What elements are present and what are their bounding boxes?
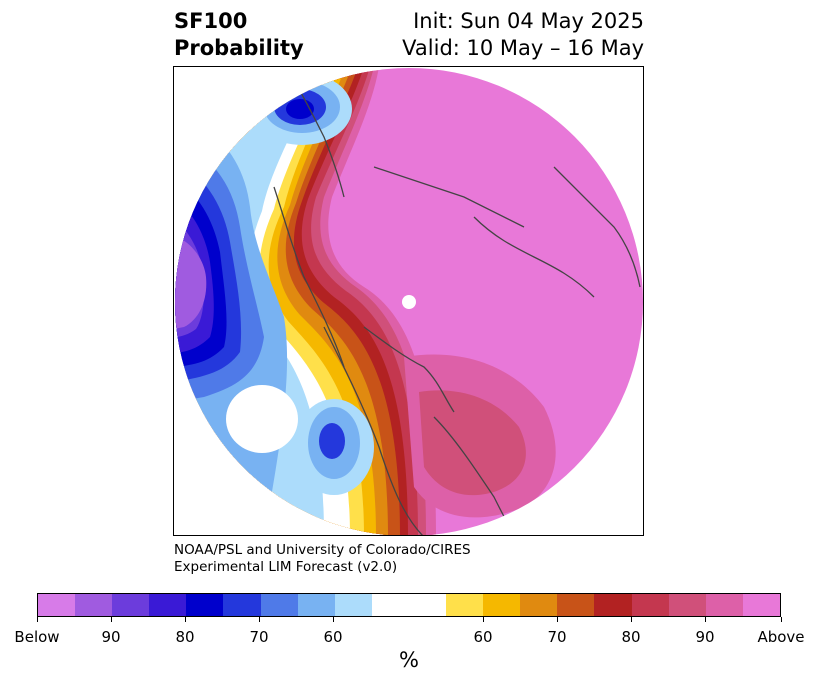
colorbar-segment — [446, 594, 484, 616]
colorbar-segment — [297, 594, 335, 616]
coastline-siberia — [373, 166, 525, 228]
colorbar-tick-label: Above — [757, 628, 805, 646]
colorbar-segment — [557, 594, 595, 616]
coastline-africa-north — [553, 166, 641, 288]
colorbar-segment — [742, 594, 780, 616]
pole-marker — [402, 295, 416, 309]
colorbar-tick-mark — [111, 617, 112, 622]
colorbar-segment — [149, 594, 187, 616]
credit-line2: Experimental LIM Forecast (v2.0) — [174, 559, 398, 575]
field-neutral-pocket — [226, 385, 298, 453]
forecast-map — [173, 66, 644, 536]
colorbar-segment — [668, 594, 706, 616]
colorbar-segment — [334, 594, 372, 616]
field-above-85-atlantic — [419, 390, 526, 496]
colorbar-tick-label: 90 — [695, 628, 715, 646]
colorbar-segment — [594, 594, 632, 616]
coastline-pacific — [273, 186, 345, 368]
colorbar-segment — [520, 594, 558, 616]
colorbar-tick-mark — [37, 617, 38, 622]
colorbar-tick-label: 80 — [175, 628, 195, 646]
title-variable: SF100 — [174, 9, 248, 33]
colorbar-segment — [38, 594, 76, 616]
colorbar-tick-mark — [333, 617, 334, 622]
title-type: Probability — [174, 36, 304, 60]
coastline-americas-west — [323, 326, 425, 535]
valid-range: Valid: 10 May – 16 May — [402, 36, 644, 60]
colorbar-segment — [483, 594, 521, 616]
colorbar-tick-label: 60 — [323, 628, 343, 646]
colorbar-segment — [631, 594, 669, 616]
colorbar-segment — [223, 594, 261, 616]
colorbar-tick-mark — [631, 617, 632, 622]
colorbar-tick-mark — [185, 617, 186, 622]
colorbar-tick-label: 90 — [101, 628, 121, 646]
colorbar-tick-mark — [557, 617, 558, 622]
coastline-arctic-canada — [363, 326, 455, 413]
colorbar-segment — [705, 594, 743, 616]
colorbar — [37, 593, 781, 617]
forecast-dates: Init: Sun 04 May 2025 Valid: 10 May – 16… — [402, 8, 644, 62]
coastline-europe — [473, 216, 595, 298]
coastlines — [273, 76, 641, 535]
colorbar-tick-label: 80 — [621, 628, 641, 646]
colorbar-unit-label: % — [399, 648, 419, 672]
map-svg — [175, 68, 643, 535]
field-below-70-west — [319, 423, 345, 459]
colorbar-segment — [260, 594, 298, 616]
init-date: Init: Sun 04 May 2025 — [413, 9, 644, 33]
colorbar-segment — [186, 594, 224, 616]
colorbar-tick-label: 70 — [249, 628, 269, 646]
colorbar-segment — [75, 594, 113, 616]
colorbar-tick-mark — [781, 617, 782, 622]
field-below-90 — [175, 235, 207, 329]
colorbar-segment — [112, 594, 150, 616]
credit-text: NOAA/PSL and University of Colorado/CIRE… — [174, 542, 471, 576]
colorbar-tick-mark — [705, 617, 706, 622]
colorbar-segment — [408, 594, 447, 616]
colorbar-tick-mark — [483, 617, 484, 622]
colorbar-tick-label: 70 — [547, 628, 567, 646]
colorbar-tick-label: 60 — [473, 628, 493, 646]
colorbar-segment — [371, 594, 409, 616]
credit-line1: NOAA/PSL and University of Colorado/CIRE… — [174, 542, 471, 558]
map-title: SF100 Probability — [174, 8, 304, 62]
colorbar-tick-mark — [259, 617, 260, 622]
colorbar-tick-label: Below — [14, 628, 60, 646]
